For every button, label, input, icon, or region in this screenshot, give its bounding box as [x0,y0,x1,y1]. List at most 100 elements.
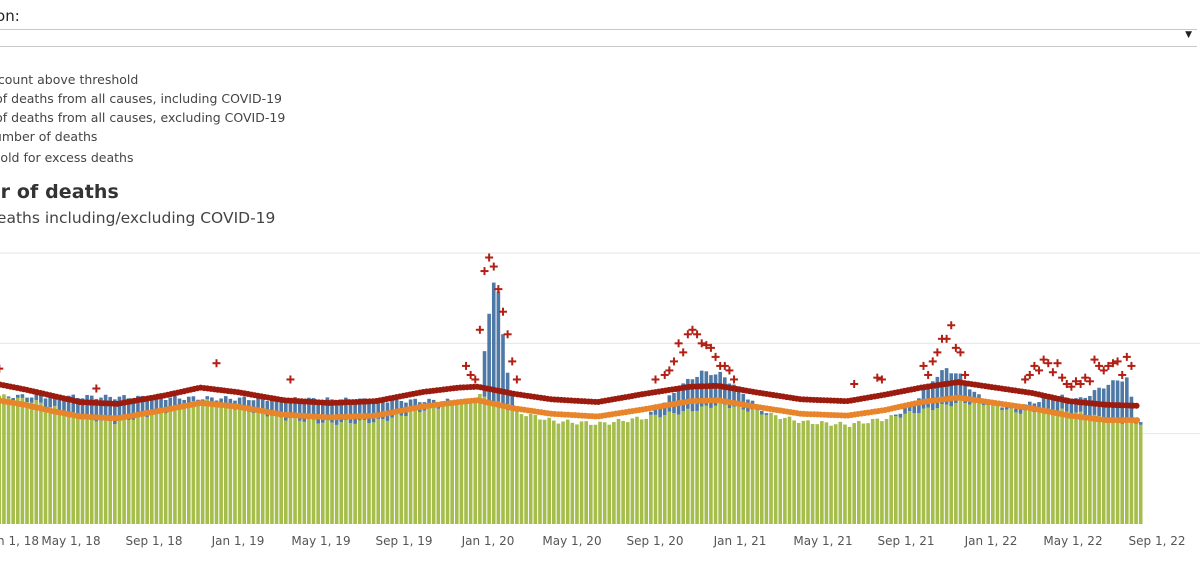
bar-excluding-covid [270,415,274,524]
bar-covid [367,401,371,424]
bar-excluding-covid [251,412,256,524]
bar-covid [1064,397,1069,412]
bar-covid [39,395,43,403]
bar-covid [713,374,718,406]
bar-covid [284,401,288,421]
bar-covid [330,399,334,423]
bar-excluding-covid [219,404,223,524]
bar-excluding-covid [917,413,921,524]
bar-excluding-covid [852,423,856,524]
bar-covid [658,407,662,418]
bar-excluding-covid [533,415,538,524]
bar-excluding-covid [404,416,408,524]
chevron-down-icon[interactable]: ▼ [1185,30,1192,40]
bar-excluding-covid [1101,420,1106,524]
bar-covid [926,383,930,408]
location-dropdown[interactable]: ▼ [0,29,1197,47]
bar-covid [279,399,283,418]
bar-excluding-covid [1134,423,1138,524]
bar-excluding-covid [759,414,764,524]
legend-item-above-threshold: d count above threshold [0,72,139,87]
bar-excluding-covid [1009,408,1014,524]
bar-excluding-covid [450,404,454,524]
bar-excluding-covid [394,414,399,524]
bar-excluding-covid [330,422,334,524]
bar-excluding-covid [944,404,949,524]
bar-excluding-covid [593,424,598,524]
above-threshold-marker [1025,370,1034,379]
above-threshold-marker [942,334,951,343]
bar-excluding-covid [284,420,288,524]
bar-excluding-covid [741,409,746,524]
bar-excluding-covid [981,405,986,524]
bar-covid [274,396,279,415]
bar-excluding-covid [1023,410,1027,524]
bar-excluding-covid [80,419,85,524]
above-threshold-marker [873,373,882,382]
above-threshold-marker [1076,379,1085,388]
bar-covid [764,413,769,415]
bar-covid [150,398,154,416]
bar-excluding-covid [977,401,981,524]
bar-excluding-covid [723,404,727,524]
above-threshold-marker [1067,382,1076,391]
above-threshold-marker [1090,355,1099,364]
bar-excluding-covid [1041,408,1046,524]
above-threshold-marker [1071,377,1080,386]
bar-excluding-covid [954,402,958,524]
bar-covid [1138,422,1143,425]
x-tick-label: Jan 1, 21 [713,534,767,548]
bar-excluding-covid [168,409,173,524]
bar-excluding-covid [1018,413,1023,524]
bar-excluding-covid [482,396,487,524]
bar-excluding-covid [1125,421,1129,524]
bar-excluding-covid [381,419,385,524]
bar-excluding-covid [163,413,168,524]
bar-covid [126,398,131,421]
bar-covid [501,334,505,406]
bar-excluding-covid [1092,414,1097,524]
bar-excluding-covid [293,417,297,524]
bar-covid [163,399,168,414]
bar-excluding-covid [418,412,422,524]
bar-excluding-covid [1055,410,1060,524]
bar-excluding-covid [699,406,704,524]
bar-covid [1051,397,1055,412]
bar-excluding-covid [820,421,824,524]
bar-excluding-covid [48,406,52,524]
bar-excluding-covid [1060,408,1064,524]
bar-excluding-covid [824,422,829,524]
bar-covid [759,411,764,415]
bar-excluding-covid [385,420,390,524]
bar-excluding-covid [1106,420,1111,524]
bar-excluding-covid [662,415,667,524]
bar-excluding-covid [413,409,417,524]
bar-excluding-covid [316,423,320,524]
above-threshold-marker [212,359,221,368]
bar-covid [344,397,348,421]
above-threshold-marker [956,348,965,357]
bar-covid [325,397,330,421]
bar-covid [1115,380,1120,421]
bar-excluding-covid [681,411,686,524]
bar-excluding-covid [575,424,579,524]
bar-excluding-covid [510,409,515,524]
bar-excluding-covid [695,410,699,524]
bar-excluding-covid [445,402,450,524]
bar-excluding-covid [958,399,963,524]
above-threshold-marker [1039,355,1048,364]
bar-excluding-covid [367,423,371,524]
bar-excluding-covid [496,401,501,524]
bar-excluding-covid [815,424,820,524]
bar-covid [357,398,362,421]
above-threshold-marker [498,307,507,316]
above-threshold-marker [1053,359,1062,368]
bar-excluding-covid [1083,415,1088,524]
bar-excluding-covid [71,412,76,524]
bar-excluding-covid [829,425,833,524]
bar-excluding-covid [1120,423,1125,524]
bar-excluding-covid [468,400,473,524]
above-threshold-marker [1113,357,1122,366]
bar-excluding-covid [898,417,903,524]
bar-excluding-covid [787,416,792,524]
